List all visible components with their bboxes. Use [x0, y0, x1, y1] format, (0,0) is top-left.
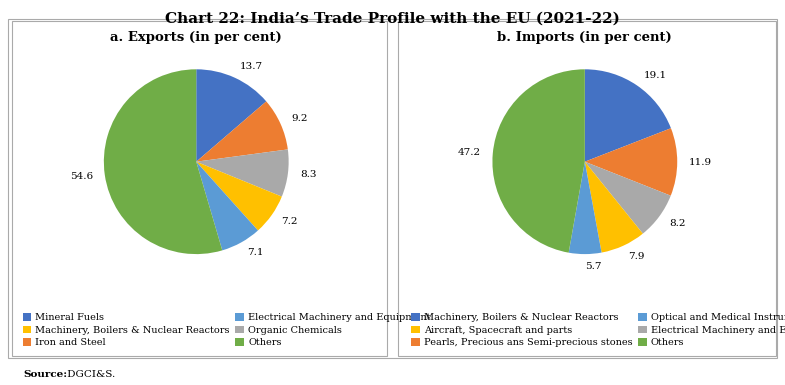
Text: 47.2: 47.2	[458, 148, 481, 157]
Text: Chart 22: India’s Trade Profile with the EU (2021-22): Chart 22: India’s Trade Profile with the…	[165, 12, 620, 25]
Wedge shape	[585, 162, 670, 234]
Wedge shape	[196, 101, 288, 162]
Text: 5.7: 5.7	[585, 262, 601, 271]
Wedge shape	[585, 162, 643, 253]
Wedge shape	[196, 162, 258, 250]
Text: 7.2: 7.2	[282, 217, 298, 226]
Legend: Machinery, Boilers & Nuclear Reactors, Aircraft, Spacecraft and parts, Pearls, P: Machinery, Boilers & Nuclear Reactors, A…	[409, 311, 785, 349]
Text: 7.9: 7.9	[628, 252, 645, 261]
Wedge shape	[196, 162, 282, 231]
Wedge shape	[196, 69, 266, 162]
Text: 13.7: 13.7	[239, 62, 263, 71]
Wedge shape	[492, 69, 585, 253]
Wedge shape	[585, 69, 671, 162]
Wedge shape	[568, 162, 601, 254]
Legend: Mineral Fuels, Machinery, Boilers & Nuclear Reactors, Iron and Steel, Electrical: Mineral Fuels, Machinery, Boilers & Nucl…	[20, 311, 433, 349]
Text: 54.6: 54.6	[70, 172, 93, 181]
Text: Source:: Source:	[24, 370, 68, 379]
Title: b. Imports (in per cent): b. Imports (in per cent)	[498, 31, 672, 44]
Text: 11.9: 11.9	[689, 157, 712, 167]
Wedge shape	[104, 69, 222, 254]
Title: a. Exports (in per cent): a. Exports (in per cent)	[111, 31, 282, 44]
Text: 8.2: 8.2	[669, 219, 685, 228]
Wedge shape	[585, 128, 677, 196]
Text: 7.1: 7.1	[247, 248, 264, 258]
Text: 9.2: 9.2	[291, 114, 308, 124]
Text: 8.3: 8.3	[300, 171, 316, 179]
Text: DGCI&S.: DGCI&S.	[64, 370, 115, 379]
Wedge shape	[196, 149, 289, 197]
Text: 19.1: 19.1	[644, 71, 667, 80]
